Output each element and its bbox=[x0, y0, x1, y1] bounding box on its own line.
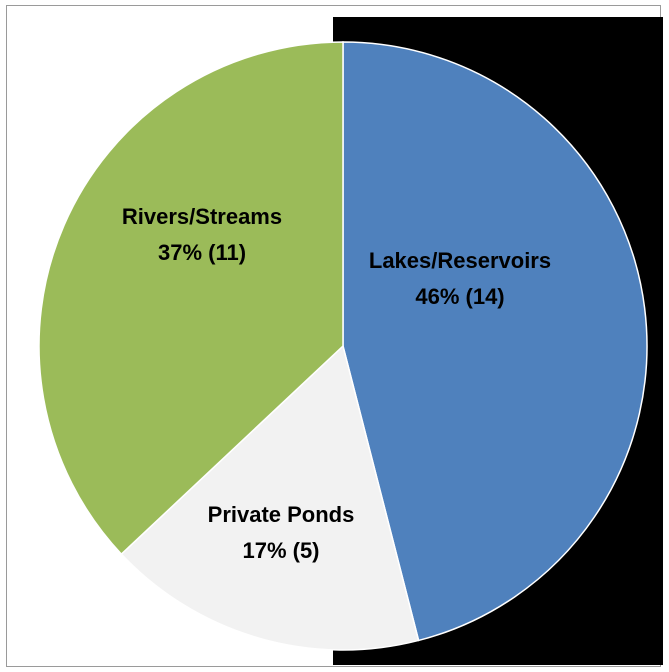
slice-label-private-ponds: Private Ponds bbox=[208, 502, 355, 527]
slice-value-rivers: 37% (11) bbox=[158, 240, 246, 265]
slice-private-ponds bbox=[120, 344, 420, 651]
slice-label-lakes: Lakes/Reservoirs bbox=[369, 248, 551, 273]
slice-lakes-reservoirs bbox=[342, 41, 648, 642]
slice-value-lakes: 46% (14) bbox=[415, 284, 504, 309]
slice-label-rivers: Rivers/Streams bbox=[122, 204, 282, 229]
slice-rivers-streams bbox=[38, 41, 344, 556]
slice-value-private-ponds: 17% (5) bbox=[242, 538, 319, 563]
